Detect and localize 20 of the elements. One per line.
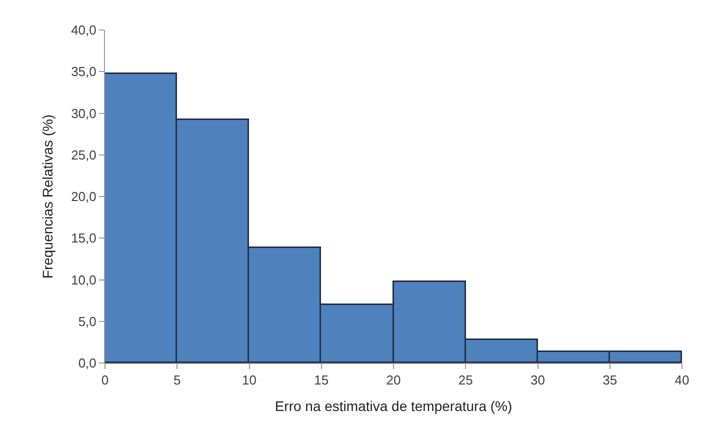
y-tick-label: 10,0: [71, 272, 96, 288]
y-tick-label: 35,0: [71, 64, 96, 80]
y-tick-label: 40,0: [71, 22, 96, 38]
x-tick-label: 35: [602, 372, 618, 388]
x-tick-label: 20: [386, 372, 401, 388]
x-tick-label: 25: [458, 372, 473, 388]
y-tick-label: 30,0: [71, 106, 96, 121]
x-tick-label: 0: [101, 372, 109, 388]
x-tick-label: 10: [242, 372, 256, 388]
x-tick-label: 30: [530, 372, 545, 388]
x-axis-title: Erro na estimativa de temperatura (%): [274, 398, 512, 414]
x-tick-label: 40: [674, 372, 690, 388]
x-tick-label: 15: [314, 372, 329, 388]
y-tick-label: 25,0: [71, 147, 96, 162]
y-tick-label: 5,0: [78, 314, 96, 329]
y-axis-title: Frequencias Relativas (%): [40, 114, 56, 279]
y-tick-label: 20,0: [71, 189, 96, 204]
y-tick-label: 0,0: [78, 356, 96, 371]
x-tick-label: 5: [174, 372, 181, 388]
y-tick-label: 15,0: [71, 230, 96, 246]
